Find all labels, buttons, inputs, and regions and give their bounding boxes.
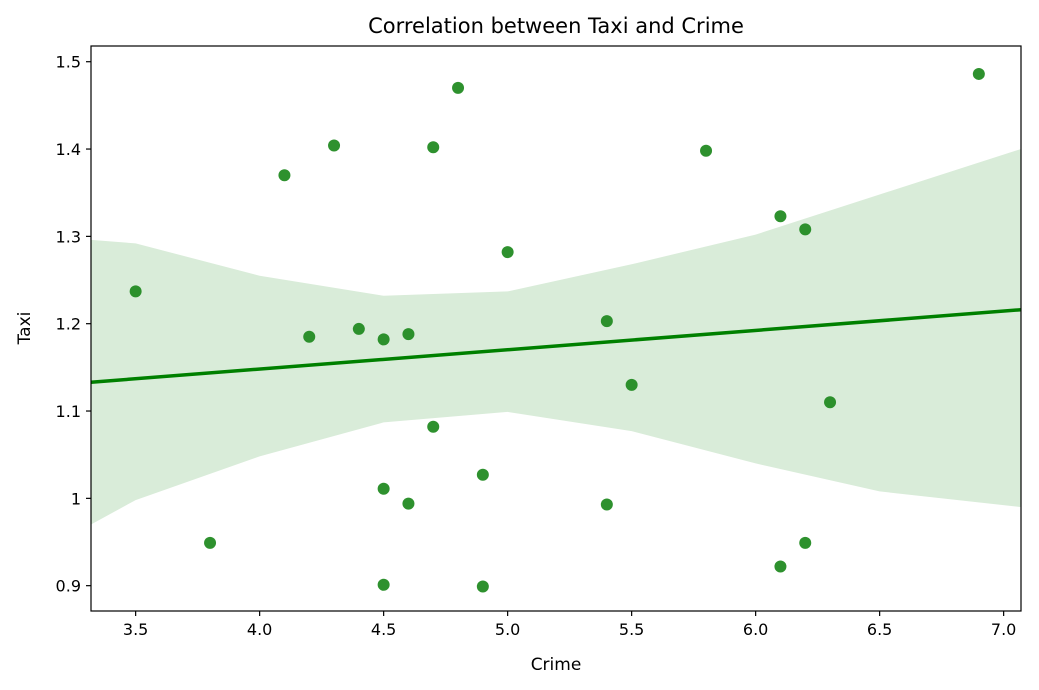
x-tick-label: 5.5 [619, 620, 644, 639]
data-point [774, 210, 787, 223]
y-axis: 0.9 1 1.1 1.2 1.3 1.4 1.5 [56, 53, 91, 596]
data-point [774, 560, 787, 573]
data-point [476, 468, 489, 481]
data-point [377, 333, 390, 346]
y-tick-label: 1 [71, 489, 81, 508]
data-point [799, 536, 812, 549]
data-point [501, 246, 514, 259]
data-point [303, 330, 316, 343]
x-axis: 3.5 4.0 4.5 5.0 5.5 6.0 6.5 7.0 [123, 611, 1016, 639]
x-tick-label: 6.0 [743, 620, 768, 639]
data-point [427, 141, 440, 154]
x-tick-label: 4.5 [371, 620, 396, 639]
data-point [452, 81, 465, 94]
data-point [328, 139, 341, 152]
y-tick-label: 1.2 [56, 315, 81, 334]
x-tick-label: 5.0 [495, 620, 520, 639]
data-point [278, 169, 291, 182]
data-point [352, 322, 365, 335]
x-axis-label: Crime [531, 655, 582, 675]
x-tick-label: 6.5 [867, 620, 892, 639]
data-point [377, 578, 390, 591]
confidence-band [91, 149, 1021, 525]
data-point [625, 378, 638, 391]
data-point [476, 580, 489, 593]
data-point [972, 67, 985, 80]
chart-title: Correlation between Taxi and Crime [368, 14, 744, 38]
data-point [402, 497, 415, 510]
regression-line [90, 307, 1022, 384]
data-point [600, 315, 613, 328]
data-point [427, 420, 440, 433]
data-point [129, 285, 142, 298]
y-tick-label: 1.1 [56, 402, 81, 421]
x-tick-label: 7.0 [991, 620, 1016, 639]
data-point [600, 498, 613, 511]
data-point [402, 328, 415, 341]
data-point [204, 536, 217, 549]
x-tick-label: 3.5 [123, 620, 148, 639]
y-tick-label: 0.9 [56, 577, 81, 596]
data-point [377, 482, 390, 495]
data-point [824, 396, 837, 409]
y-tick-label: 1.5 [56, 53, 81, 72]
y-tick-label: 1.4 [56, 140, 81, 159]
y-tick-label: 1.3 [56, 227, 81, 246]
x-tick-label: 4.0 [247, 620, 272, 639]
data-point [799, 223, 812, 236]
data-point [700, 144, 713, 157]
plot-area [90, 67, 1022, 593]
y-axis-label: Taxi [15, 312, 35, 346]
plot-frame [90, 45, 1022, 612]
